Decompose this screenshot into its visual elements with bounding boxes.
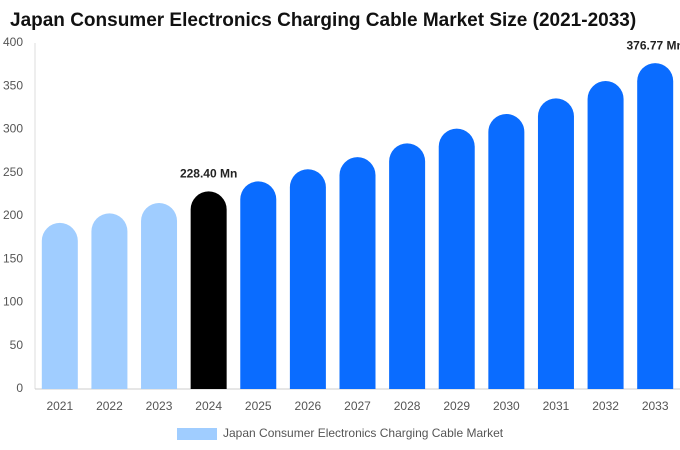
y-tick-label: 150: [3, 251, 23, 265]
x-tick-label: 2023: [146, 399, 173, 413]
bar: [289, 169, 326, 389]
x-tick-label: 2022: [96, 399, 123, 413]
bar: [389, 143, 426, 389]
x-tick-label: 2030: [493, 399, 520, 413]
value-label: 376.77 Mn: [627, 38, 680, 52]
legend-label: Japan Consumer Electronics Charging Cabl…: [223, 426, 504, 440]
legend-swatch: [177, 428, 217, 440]
y-tick-label: 0: [16, 381, 23, 395]
bar: [587, 81, 624, 389]
bar: [41, 222, 78, 389]
y-tick-label: 400: [3, 35, 23, 49]
bar: [637, 63, 674, 390]
x-tick-label: 2027: [344, 399, 371, 413]
bar: [339, 157, 376, 389]
y-tick-label: 200: [3, 208, 23, 222]
x-tick-label: 2032: [592, 399, 619, 413]
chart-title: Japan Consumer Electronics Charging Cabl…: [10, 10, 636, 31]
bar: [240, 181, 277, 389]
x-tick-label: 2033: [642, 399, 669, 413]
y-tick-label: 250: [3, 165, 23, 179]
x-tick-label: 2024: [195, 399, 222, 413]
x-tick-label: 2021: [46, 399, 73, 413]
bar: [190, 191, 227, 389]
bar: [537, 98, 574, 390]
y-tick-label: 300: [3, 122, 23, 136]
x-tick-label: 2028: [394, 399, 421, 413]
x-tick-label: 2031: [543, 399, 570, 413]
y-tick-label: 350: [3, 78, 23, 92]
bar: [488, 113, 525, 390]
y-tick-label: 100: [3, 295, 23, 309]
value-label: 228.40 Mn: [180, 167, 237, 181]
x-tick-label: 2025: [245, 399, 272, 413]
bar: [438, 128, 475, 389]
x-tick-label: 2026: [295, 399, 322, 413]
x-tick-label: 2029: [443, 399, 470, 413]
bar: [141, 203, 178, 389]
bar: [91, 213, 128, 389]
y-tick-label: 50: [10, 338, 24, 352]
